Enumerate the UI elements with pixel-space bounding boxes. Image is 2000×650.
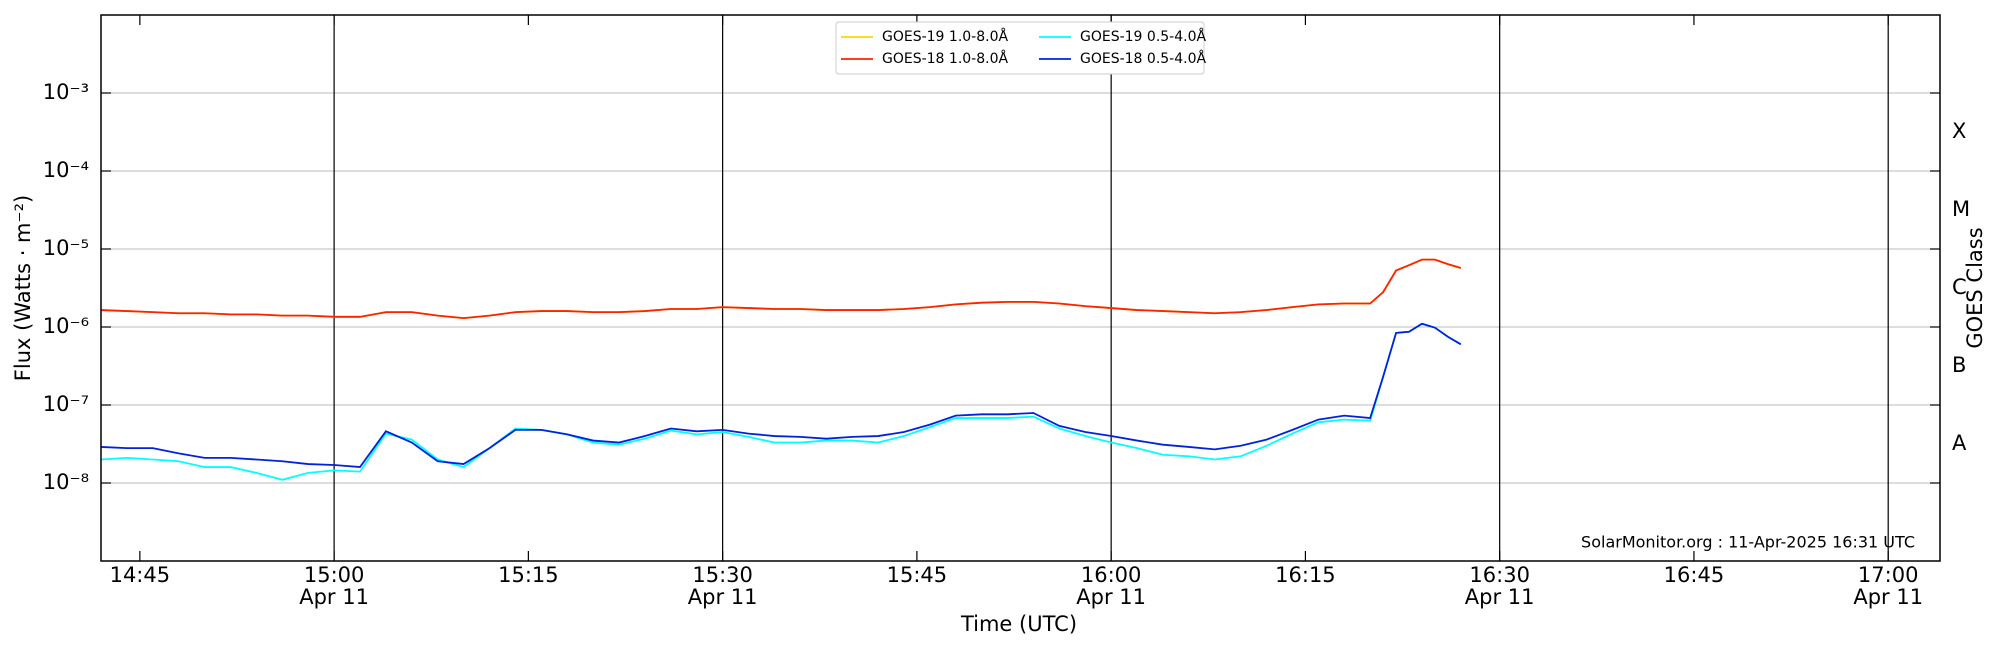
- y-tick-label: 10⁻⁷: [43, 392, 89, 416]
- x-tick-label: 15:15: [498, 563, 559, 587]
- x-tick-date: Apr 11: [688, 585, 758, 609]
- goes-class-label: A: [1952, 431, 1967, 455]
- legend-label: GOES-18 1.0-8.0Å: [882, 50, 1008, 67]
- x-tick-label: 16:00: [1081, 563, 1142, 587]
- x-tick-label: 16:45: [1664, 563, 1725, 587]
- plot-frame: [100, 14, 1941, 562]
- x-tick-date: Apr 11: [1465, 585, 1535, 609]
- y-tick-label: 10⁻⁶: [43, 314, 89, 338]
- legend-label: GOES-19 0.5-4.0Å: [1080, 28, 1206, 45]
- goes-class-label: M: [1952, 197, 1970, 221]
- y-tick-label: 10⁻⁸: [43, 470, 89, 494]
- x-tick-label: 14:45: [110, 563, 171, 587]
- legend-label: GOES-19 1.0-8.0Å: [882, 28, 1008, 45]
- goes-class-label: B: [1952, 353, 1966, 377]
- annotation: SolarMonitor.org : 11-Apr-2025 16:31 UTC: [1581, 533, 1915, 552]
- x-tick-label: 15:45: [887, 563, 948, 587]
- x-tick-label: 15:00: [304, 563, 365, 587]
- series-line: [100, 322, 1462, 481]
- legend: GOES-19 1.0-8.0Å GOES-18 1.0-8.0Å GOES-19 …: [835, 21, 1206, 75]
- x-tick-date: Apr 11: [1076, 585, 1146, 609]
- goes-class-label: C: [1952, 275, 1967, 299]
- y-tick-label: 10⁻³: [43, 80, 89, 104]
- x-tick-date: Apr 11: [299, 585, 369, 609]
- x-tick-label: 15:30: [692, 563, 753, 587]
- goes-class-label: X: [1952, 119, 1966, 143]
- x-tick-date: Apr 11: [1853, 585, 1923, 609]
- y-axis-label: Flux (Watts · m⁻²): [11, 195, 35, 381]
- series-line: [100, 258, 1462, 320]
- legend-box: [835, 21, 1205, 75]
- x-tick-label: 16:30: [1469, 563, 1530, 587]
- y2-axis-label: GOES Class: [1963, 227, 1987, 348]
- x-tick-label: 16:15: [1275, 563, 1336, 587]
- legend-label: GOES-18 0.5-4.0Å: [1080, 50, 1206, 67]
- series-line: [100, 322, 1462, 469]
- y-tick-label: 10⁻⁵: [43, 236, 89, 260]
- y-tick-label: 10⁻⁴: [43, 158, 89, 182]
- x-tick-label: 17:00: [1858, 563, 1919, 587]
- x-axis-label: Time (UTC): [960, 612, 1077, 636]
